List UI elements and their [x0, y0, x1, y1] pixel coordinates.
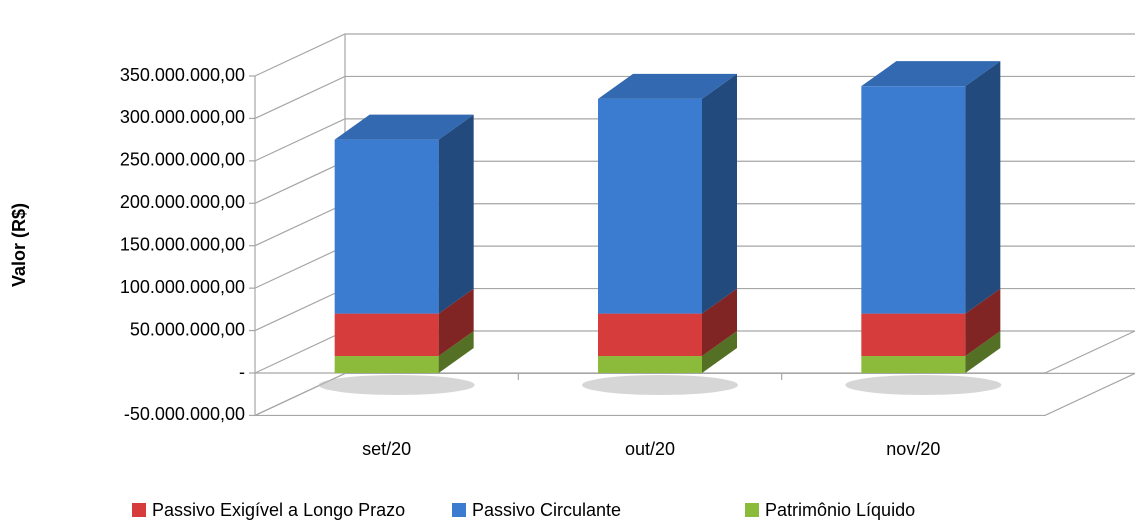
bar-side	[965, 331, 1001, 373]
legend-label: Patrimônio Líquido	[765, 500, 915, 520]
legend-swatch	[452, 503, 466, 517]
bar-shadow	[582, 375, 738, 395]
y-tick-label: -	[239, 362, 245, 382]
x-tick-label: nov/20	[886, 439, 940, 459]
bar-segment	[861, 288, 1001, 357]
y-tick-label: 150.000.000,00	[120, 234, 245, 254]
legend-swatch	[132, 503, 146, 517]
grid-line	[254, 75, 1135, 119]
bar-side	[702, 331, 737, 373]
legend-label: Passivo Exigível a Longo Prazo	[152, 500, 405, 520]
y-tick-label: -50.000.000,00	[124, 404, 245, 424]
legend-label: Passivo Circulante	[472, 500, 621, 520]
bar-shadow	[845, 375, 1002, 395]
bar-segment	[598, 331, 737, 373]
x-tick-label: out/20	[625, 439, 675, 459]
bar-side	[965, 288, 1001, 357]
y-tick-label: 300.000.000,00	[120, 107, 245, 127]
bar-top	[861, 61, 1001, 87]
y-tick-label: 350.000.000,00	[120, 65, 245, 85]
y-tick-label: 100.000.000,00	[120, 277, 245, 297]
bar-front	[334, 313, 439, 357]
y-tick-label: 50.000.000,00	[130, 319, 245, 339]
y-tick-label: 200.000.000,00	[120, 192, 245, 212]
bar-side	[438, 331, 474, 373]
bar-shadow	[318, 375, 475, 395]
bar-front	[598, 356, 702, 373]
bar-front	[861, 356, 966, 373]
y-tick-label: 250.000.000,00	[120, 150, 245, 170]
bar-segment	[334, 288, 474, 357]
bar-segment	[334, 331, 474, 373]
bar-front	[334, 139, 439, 314]
bar-segment	[334, 114, 474, 314]
bar-front	[334, 356, 439, 373]
legend-swatch	[745, 503, 759, 517]
bar-side	[702, 73, 737, 314]
bar-side	[438, 288, 474, 357]
y-axis-label: Valor (R$)	[9, 203, 29, 287]
bar-front	[598, 313, 702, 357]
bar-top	[598, 73, 737, 99]
bar-segment	[598, 73, 737, 314]
bar-front	[598, 98, 702, 314]
bar-top	[334, 114, 474, 140]
bar-segment	[598, 288, 737, 357]
grid-line	[254, 33, 1135, 77]
bar-side	[438, 114, 474, 314]
bar-front	[861, 86, 966, 314]
bar-segment	[861, 61, 1001, 314]
bar-front	[861, 313, 966, 357]
bar-side	[965, 61, 1001, 314]
bar-segment	[861, 331, 1001, 373]
x-tick-label: set/20	[362, 439, 411, 459]
bar-side	[702, 288, 737, 357]
